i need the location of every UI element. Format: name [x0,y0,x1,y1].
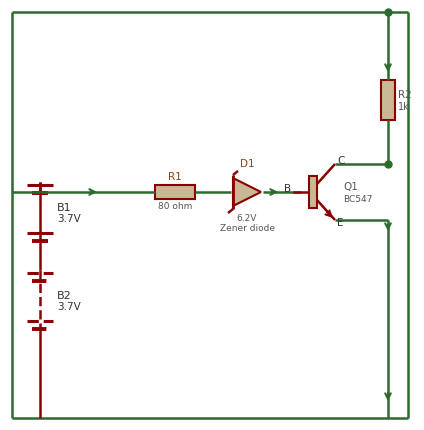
Text: 3.7V: 3.7V [57,302,81,312]
Text: B2: B2 [57,291,72,301]
Text: R2: R2 [398,90,412,100]
Text: 1k: 1k [398,102,410,112]
Text: Zener diode: Zener diode [220,224,274,233]
Text: C: C [337,156,344,166]
Bar [155,185,195,199]
Text: Q1: Q1 [343,182,358,192]
Polygon shape [233,178,261,206]
Text: D1: D1 [240,159,254,169]
Text: BC547: BC547 [343,196,372,205]
Text: 80 ohm: 80 ohm [158,202,192,211]
Text: E: E [337,218,343,228]
Bar [309,176,317,208]
Text: 6.2V: 6.2V [237,214,257,223]
Text: B: B [284,184,291,194]
Bar [381,80,395,120]
Text: B1: B1 [57,203,72,213]
Text: R1: R1 [168,172,182,182]
Text: 3.7V: 3.7V [57,214,81,224]
